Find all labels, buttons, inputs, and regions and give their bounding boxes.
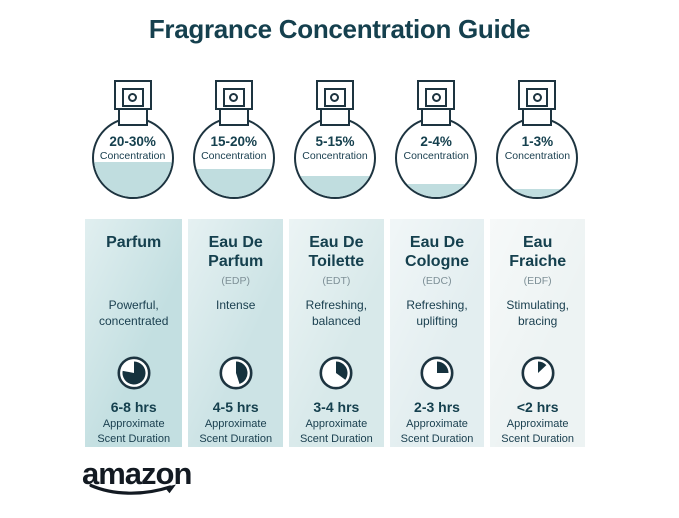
liquid-fill (498, 189, 577, 197)
bottle-nozzle-icon (425, 88, 448, 107)
nozzle-hole-icon (431, 93, 441, 102)
fragrance-name: Parfum (106, 234, 162, 251)
duration-value: 2-3 hrs (414, 399, 460, 415)
duration-clock-icon (188, 355, 283, 393)
nozzle-hole-icon (128, 93, 138, 102)
duration-value: <2 hrs (516, 399, 559, 415)
scent-duration-label: Scent Duration (501, 432, 575, 445)
concentration-value: 5-15% (315, 134, 355, 149)
bottle-cap-icon (214, 80, 253, 110)
page-title: Fragrance Concentration Guide (148, 14, 531, 44)
duration-value: 3-4 hrs (313, 399, 360, 415)
approximate-label: Approximate (102, 418, 165, 430)
perfume-bottle: 15-20% Concentration (186, 80, 281, 199)
duration-value: 4-5 hrs (212, 399, 259, 415)
bottle-collar-icon (522, 108, 553, 126)
bottle-collar-icon (421, 108, 452, 126)
duration-caption: Approximate Scent Duration (490, 417, 585, 446)
amazon-logo: amazon (82, 456, 192, 497)
fragrance-name: Eau De Parfum (208, 234, 264, 270)
amazon-smile-icon (89, 483, 176, 495)
bottle-nozzle-icon (526, 88, 549, 107)
perfume-bottle: 2-4% Concentration (389, 80, 484, 199)
fragrance-name: Eau De Toilette (308, 234, 365, 270)
perfume-bottle: 1-3% Concentration (490, 80, 585, 199)
nozzle-hole-icon (330, 93, 340, 102)
concentration-label: Concentration (403, 150, 469, 162)
concentration-value: 2-4% (420, 134, 452, 149)
fragrance-column-eau-de-parfum: Eau De Parfum (EDP) Intense 4-5 hrs Appr… (188, 219, 284, 447)
fragrance-column-eau-fraiche: Eau Fraiche (EDF) Stimulating, bracing <… (490, 219, 585, 447)
fragrance-column-eau-de-toilette: Eau De Toilette (EDT) Refreshing, balanc… (289, 219, 384, 447)
liquid-fill (93, 161, 172, 197)
concentration-label: Concentration (302, 150, 368, 162)
liquid-fill (397, 183, 476, 197)
bottle-cap-icon (518, 80, 557, 110)
perfume-bottle: 20-30% Concentration (85, 80, 180, 199)
duration-caption: Approximate Scent Duration (85, 417, 182, 446)
bottle-cap-icon (417, 80, 456, 110)
fragrance-abbreviation (85, 275, 182, 295)
liquid-fill (295, 175, 374, 197)
bottle-collar-icon (117, 108, 148, 126)
scent-duration-label: Scent Duration (400, 432, 474, 445)
duration-caption: Approximate Scent Duration (289, 417, 384, 446)
approximate-label: Approximate (305, 418, 368, 430)
perfume-bottle: 5-15% Concentration (287, 80, 382, 199)
liquid-fill (194, 168, 273, 197)
approximate-label: Approximate (506, 418, 569, 430)
fragrance-column-parfum: Parfum Powerful, concentrated 6-8 hrs Ap… (85, 219, 183, 447)
bottle-collar-icon (319, 108, 350, 126)
concentration-label: Concentration (201, 150, 267, 162)
duration-clock-icon (390, 355, 485, 393)
fragrance-name: Eau De Cologne (405, 234, 470, 270)
nozzle-hole-icon (229, 93, 239, 102)
bottle-cap-icon (113, 80, 152, 110)
duration-clock-icon (289, 355, 384, 393)
concentration-value: 15-20% (210, 134, 258, 149)
fragrance-description: Stimulating, bracing (506, 298, 570, 328)
fragrance-description: Intense (216, 298, 256, 312)
duration-clock-icon (85, 355, 182, 393)
fragrance-column-eau-de-cologne: Eau De Cologne (EDC) Refreshing, uplifti… (389, 219, 485, 447)
duration-caption: Approximate Scent Duration (188, 417, 283, 446)
bottle-nozzle-icon (121, 88, 144, 107)
approximate-label: Approximate (406, 418, 468, 430)
bottle-nozzle-icon (222, 88, 245, 107)
duration-clock-icon (490, 355, 585, 393)
fragrance-abbreviation: (EDF) (523, 275, 552, 287)
scent-duration-label: Scent Duration (199, 432, 273, 445)
concentration-label: Concentration (504, 150, 571, 162)
concentration-value: 1-3% (521, 134, 554, 149)
amazon-logo-text: amazon (82, 456, 192, 491)
bottle-cap-icon (315, 80, 354, 110)
bottles-row: 20-30% Concentration 15-20% Concentratio… (85, 80, 585, 199)
bottle-collar-icon (218, 108, 249, 126)
nozzle-hole-icon (532, 93, 542, 102)
concentration-value: 20-30% (109, 134, 156, 149)
concentration-label: Concentration (99, 150, 166, 162)
bottle-body-icon: 2-4% Concentration (395, 117, 478, 199)
bottle-body-icon: 5-15% Concentration (293, 117, 376, 199)
fragrance-abbreviation: (EDT) (322, 275, 351, 287)
fragrance-abbreviation: (EDC) (422, 275, 452, 287)
bottle-body-icon: 15-20% Concentration (192, 117, 275, 199)
bottle-body-icon: 1-3% Concentration (496, 117, 579, 199)
fragrance-name: Eau Fraiche (509, 234, 567, 270)
fragrance-description: Powerful, concentrated (99, 298, 169, 328)
duration-caption: Approximate Scent Duration (390, 417, 485, 446)
fragrance-description: Refreshing, balanced (305, 298, 368, 328)
bottle-nozzle-icon (323, 88, 346, 107)
duration-value: 6-8 hrs (110, 399, 157, 415)
scent-duration-label: Scent Duration (299, 432, 373, 445)
scent-duration-label: Scent Duration (97, 432, 171, 445)
info-columns: Parfum Powerful, concentrated 6-8 hrs Ap… (85, 219, 585, 447)
fragrance-description: Refreshing, uplifting (406, 298, 468, 328)
bottle-body-icon: 20-30% Concentration (91, 117, 174, 199)
fragrance-abbreviation: (EDP) (221, 275, 250, 287)
approximate-label: Approximate (204, 418, 267, 430)
